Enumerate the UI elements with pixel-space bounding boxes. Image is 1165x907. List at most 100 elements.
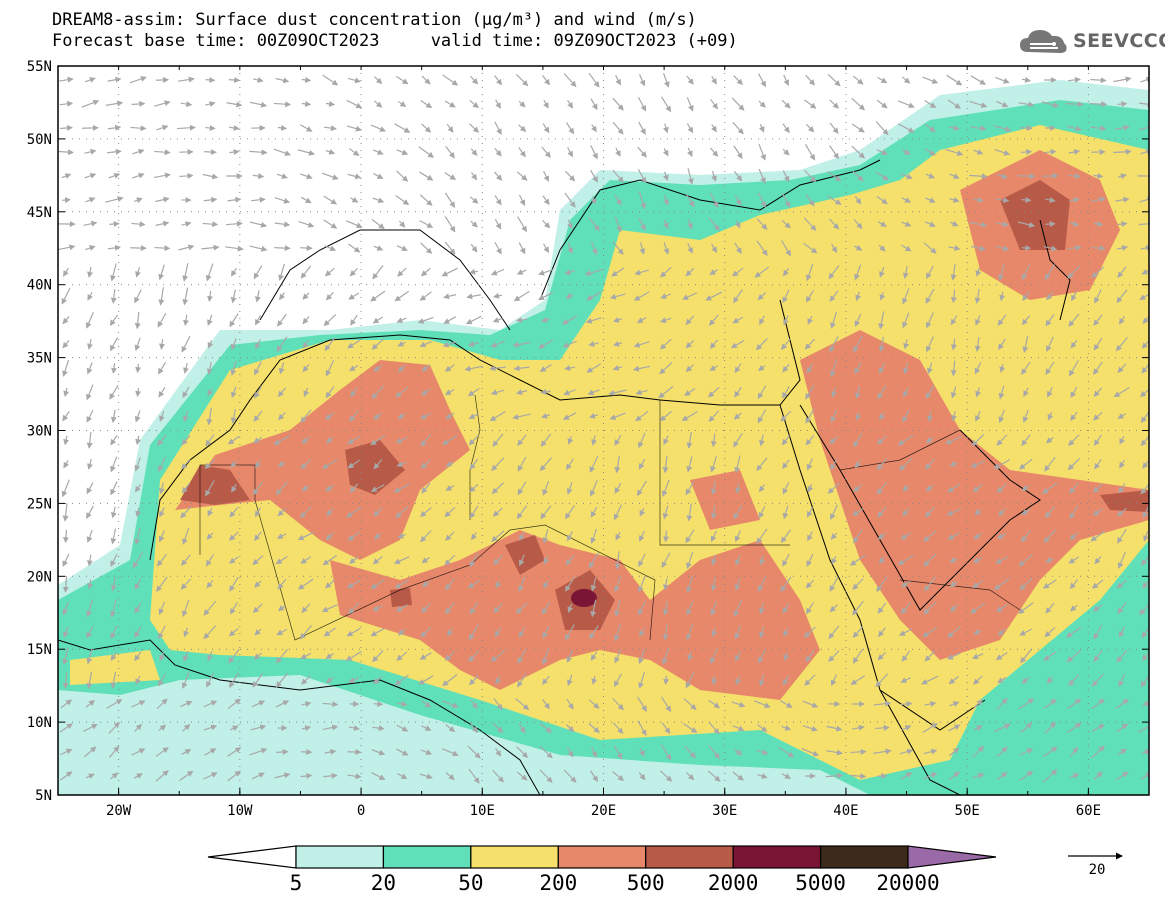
wind-vector (62, 316, 70, 325)
wind-vector (491, 457, 505, 472)
wind-vector (754, 266, 770, 278)
wind-vector (1045, 602, 1055, 614)
wind-vector (470, 220, 478, 228)
wind-vector (86, 362, 93, 375)
wind-vector (1117, 551, 1126, 569)
wind-vector (1091, 673, 1104, 687)
wind-vector (251, 700, 266, 708)
wind-vector (902, 265, 909, 280)
wind-vector (802, 700, 819, 708)
wind-vector (516, 269, 527, 275)
wind-vector (206, 407, 213, 426)
wind-vector (1115, 196, 1130, 203)
wind-vector (805, 263, 814, 282)
wind-vector (902, 149, 911, 156)
wind-vector (350, 314, 358, 326)
wind-vector (230, 601, 238, 615)
wind-vector (157, 434, 167, 446)
wind-vector (855, 411, 862, 421)
wind-vector (444, 192, 456, 208)
wind-vector (970, 245, 986, 252)
wind-vector (182, 527, 190, 545)
wind-vector (110, 599, 117, 618)
wind-vector (854, 313, 862, 327)
wind-vector (708, 721, 720, 735)
wind-vector (829, 122, 839, 134)
wind-vector (973, 725, 983, 731)
wind-vector (396, 461, 407, 467)
wind-vector (1021, 196, 1032, 203)
wind-vector (349, 410, 359, 422)
wind-vector (516, 171, 528, 181)
wind-vector (995, 221, 1009, 228)
wind-vector (302, 364, 310, 373)
wind-vector (394, 579, 409, 589)
wind-vector (566, 698, 574, 710)
wind-vector (277, 387, 286, 398)
country-borders (199, 394, 1021, 641)
wind-vector (973, 556, 983, 564)
wind-vector (86, 409, 94, 423)
wind-vector (709, 192, 719, 209)
wind-vector (731, 701, 746, 708)
wind-vector (781, 724, 792, 731)
wind-vector (783, 627, 789, 637)
wind-vector (661, 552, 671, 569)
wind-vector (826, 725, 843, 732)
wind-vector (950, 220, 959, 227)
wind-vector (638, 458, 646, 470)
wind-vector (444, 100, 456, 108)
wind-vector (471, 532, 477, 541)
wind-vector (135, 507, 142, 518)
wind-vector (87, 291, 93, 301)
wind-vector (370, 290, 386, 302)
wind-vector (105, 100, 124, 107)
wind-vector (518, 242, 526, 255)
wind-vector (1140, 148, 1149, 155)
wind-vector (1068, 149, 1081, 155)
wind-vector (442, 674, 458, 687)
wind-vector (323, 219, 338, 229)
wind-vector (227, 747, 242, 757)
wind-vector (998, 508, 1006, 517)
wind-vector (662, 123, 669, 134)
wind-vector (879, 412, 885, 421)
wind-vector (299, 173, 313, 180)
wind-vector (110, 481, 118, 496)
wind-vector (59, 100, 74, 107)
wind-vector (470, 723, 478, 734)
wind-vector (372, 604, 383, 612)
wind-vector (612, 97, 624, 111)
wind-vector (1116, 245, 1129, 251)
wind-vector (252, 173, 265, 180)
wind-vector (612, 364, 623, 371)
wind-vector (493, 555, 503, 565)
wind-vector (686, 432, 693, 449)
wind-vector (182, 287, 189, 306)
wind-vector (614, 649, 622, 664)
wind-vector (469, 196, 479, 204)
wind-vector (252, 481, 264, 496)
wind-vector (110, 263, 117, 282)
wind-vector (134, 602, 142, 614)
wind-vector (444, 241, 456, 255)
wind-vector (394, 290, 410, 302)
wind-vector (300, 506, 312, 519)
wind-vector (585, 317, 602, 324)
wind-vector (321, 604, 338, 613)
wind-vector (131, 748, 146, 756)
wind-vector (444, 216, 456, 233)
wind-vector (975, 410, 981, 422)
wind-vector (854, 362, 862, 375)
wind-vector (445, 145, 455, 159)
dust-layer-200-500 (175, 150, 1149, 700)
colorbar-bin (732, 845, 822, 869)
wind-vector (609, 293, 626, 300)
wind-vector (996, 533, 1007, 539)
wind-vector (685, 193, 695, 208)
wind-vector (995, 197, 1010, 204)
dust-layer-5-20 (58, 80, 1149, 795)
wind-vector (471, 172, 478, 181)
wind-vector (86, 482, 94, 495)
wind-vector (491, 530, 505, 542)
